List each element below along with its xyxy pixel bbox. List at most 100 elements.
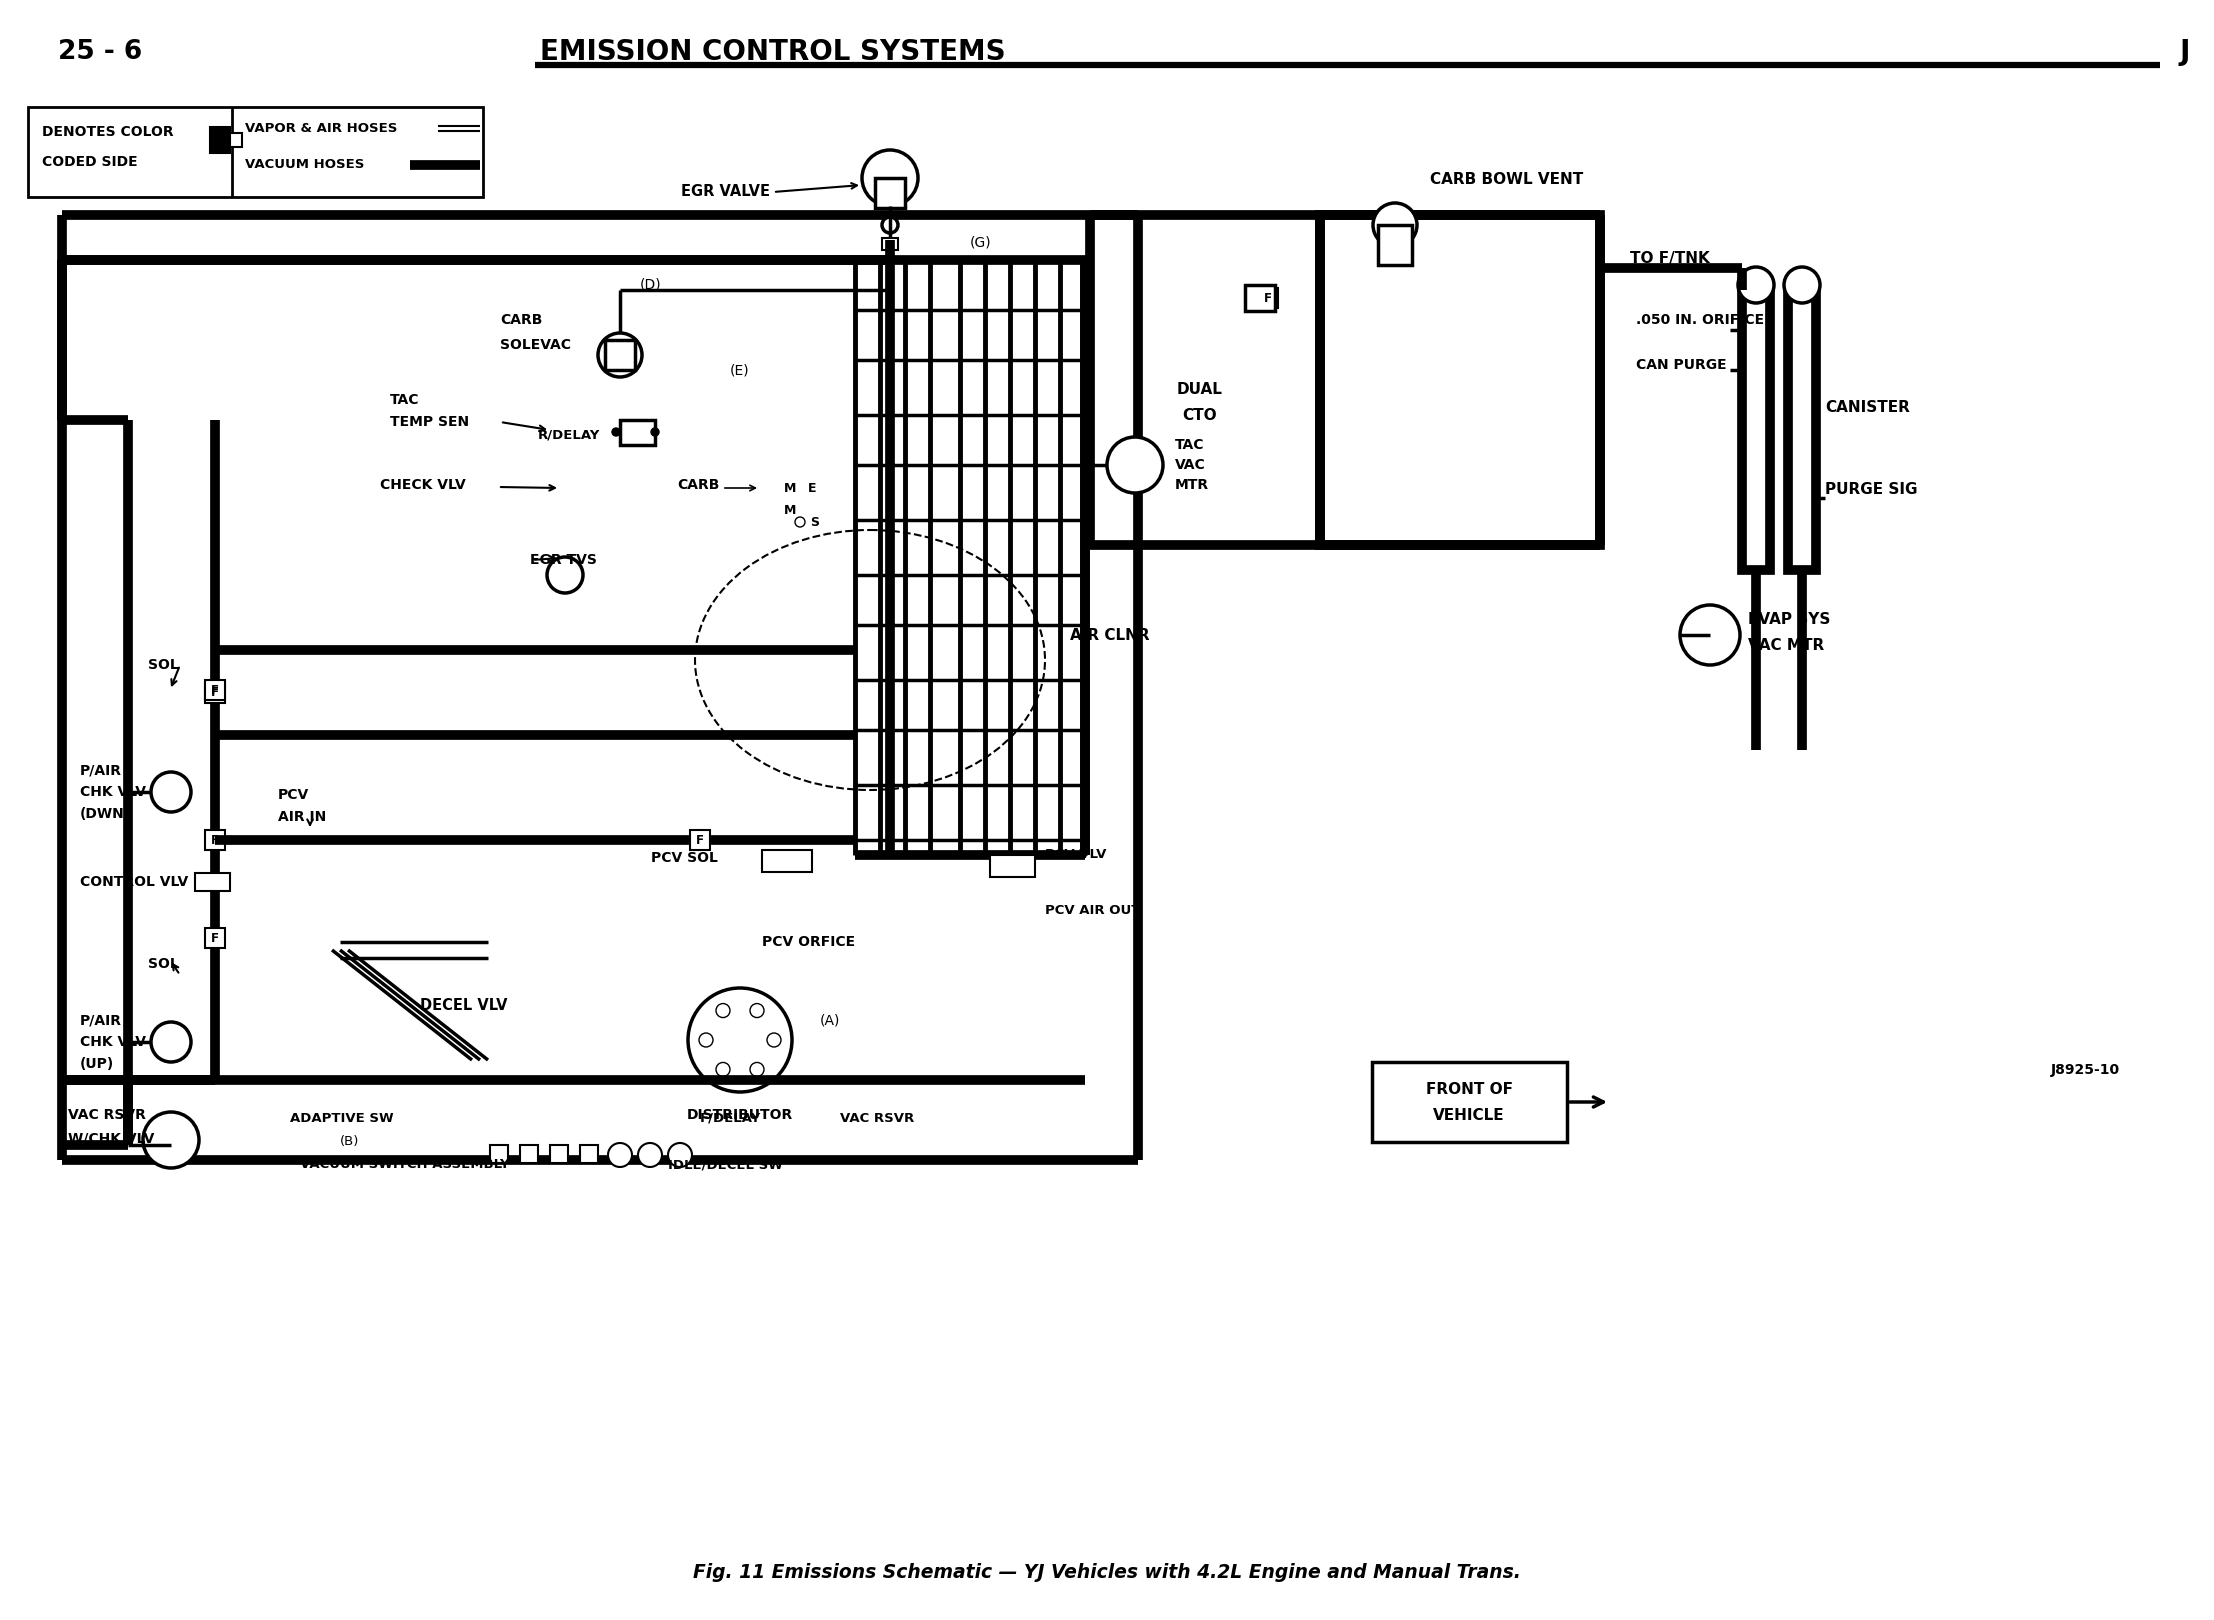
Text: CODED SIDE: CODED SIDE xyxy=(42,156,137,168)
Text: TAC: TAC xyxy=(1176,437,1204,452)
Text: .050 IN. ORIFICE: .050 IN. ORIFICE xyxy=(1636,313,1765,327)
Bar xyxy=(549,1145,569,1163)
Text: F: F xyxy=(695,834,704,847)
Text: CHK VLV: CHK VLV xyxy=(80,1035,146,1050)
Bar xyxy=(1320,215,1601,544)
Circle shape xyxy=(766,1034,782,1047)
Circle shape xyxy=(1784,267,1820,303)
Text: F: F xyxy=(210,931,219,944)
Circle shape xyxy=(751,1063,764,1076)
Text: TEMP SEN: TEMP SEN xyxy=(390,415,469,429)
Text: EGR TVS: EGR TVS xyxy=(529,552,598,567)
Text: CTO: CTO xyxy=(1182,408,1218,423)
Text: W/CHK VLV: W/CHK VLV xyxy=(69,1131,155,1145)
Circle shape xyxy=(609,1144,631,1166)
Bar xyxy=(206,829,226,851)
Text: AIR IN: AIR IN xyxy=(279,810,325,825)
Text: F: F xyxy=(1264,292,1273,305)
Bar xyxy=(520,1145,538,1163)
Bar xyxy=(1789,290,1815,570)
Text: PCV AIR OUT: PCV AIR OUT xyxy=(1045,904,1140,917)
Bar xyxy=(210,126,230,152)
Text: (D): (D) xyxy=(640,279,662,292)
Text: (A): (A) xyxy=(819,1012,841,1027)
Text: F: F xyxy=(210,684,219,697)
Bar xyxy=(691,829,711,851)
Text: VAC RSVR: VAC RSVR xyxy=(839,1111,914,1124)
Bar xyxy=(206,684,226,703)
Circle shape xyxy=(715,1063,731,1076)
Text: (G): (G) xyxy=(970,237,992,249)
Text: VACUUM HOSES: VACUUM HOSES xyxy=(246,159,365,172)
Text: VAPOR & AIR HOSES: VAPOR & AIR HOSES xyxy=(246,122,396,134)
Bar xyxy=(875,178,906,207)
Circle shape xyxy=(689,988,793,1092)
Text: E: E xyxy=(808,481,817,494)
Text: (DWN): (DWN) xyxy=(80,807,131,821)
Circle shape xyxy=(598,334,642,377)
Text: CAN PURGE: CAN PURGE xyxy=(1636,358,1727,373)
Circle shape xyxy=(881,217,899,233)
Bar xyxy=(604,340,635,369)
Bar xyxy=(1244,285,1275,311)
Bar xyxy=(29,107,483,198)
Text: M: M xyxy=(784,504,797,517)
Text: VAC RSVR: VAC RSVR xyxy=(69,1108,146,1123)
Text: CHECK VLV: CHECK VLV xyxy=(381,478,465,492)
Circle shape xyxy=(651,428,660,436)
Bar xyxy=(580,1145,598,1163)
Text: (B): (B) xyxy=(341,1136,359,1149)
Text: PCV VLV: PCV VLV xyxy=(1045,849,1107,862)
Bar xyxy=(206,928,226,948)
Circle shape xyxy=(669,1144,693,1166)
Text: CARB: CARB xyxy=(500,313,542,327)
Text: P/AIR: P/AIR xyxy=(80,763,122,778)
Circle shape xyxy=(547,557,582,593)
Text: EMISSION CONTROL SYSTEMS: EMISSION CONTROL SYSTEMS xyxy=(540,37,1005,66)
Text: CARB BOWL VENT: CARB BOWL VENT xyxy=(1430,172,1583,188)
Text: AIR CLNR: AIR CLNR xyxy=(1069,627,1149,643)
Text: CONTROL VLV: CONTROL VLV xyxy=(80,875,188,889)
Text: 25 - 6: 25 - 6 xyxy=(58,39,142,65)
Circle shape xyxy=(151,1022,190,1063)
Text: PCV SOL: PCV SOL xyxy=(651,850,717,865)
Bar xyxy=(990,855,1034,876)
Bar xyxy=(620,420,655,446)
Bar xyxy=(1373,1063,1568,1142)
Circle shape xyxy=(144,1111,199,1168)
Bar xyxy=(881,238,899,249)
Text: P/AIR: P/AIR xyxy=(80,1012,122,1027)
Bar xyxy=(762,850,813,872)
Text: IDLE/DECEL SW: IDLE/DECEL SW xyxy=(669,1158,784,1171)
Text: PURGE SIG: PURGE SIG xyxy=(1824,483,1917,497)
Text: PCV ORFICE: PCV ORFICE xyxy=(762,935,855,949)
Text: SOL: SOL xyxy=(148,658,179,672)
Bar xyxy=(1742,290,1769,570)
Text: VAC MTR: VAC MTR xyxy=(1749,638,1824,653)
Text: S: S xyxy=(810,515,819,528)
Text: R/DELAY: R/DELAY xyxy=(538,429,600,442)
Text: EGR VALVE: EGR VALVE xyxy=(682,185,770,199)
Circle shape xyxy=(715,1003,731,1017)
Text: TAC: TAC xyxy=(390,394,418,407)
Bar xyxy=(489,1145,507,1163)
Bar xyxy=(1258,288,1277,308)
Circle shape xyxy=(861,151,919,206)
Text: (E): (E) xyxy=(731,363,751,377)
Text: EVAP SYS: EVAP SYS xyxy=(1749,612,1831,627)
Circle shape xyxy=(795,517,806,526)
Text: DECEL VLV: DECEL VLV xyxy=(421,998,507,1012)
Text: J: J xyxy=(2179,37,2190,66)
Circle shape xyxy=(638,1144,662,1166)
Text: PCV: PCV xyxy=(279,787,310,802)
Text: F: F xyxy=(210,687,219,700)
Text: VACUUM SWITCH ASSEMBLY: VACUUM SWITCH ASSEMBLY xyxy=(301,1158,509,1171)
Text: SOLEVAC: SOLEVAC xyxy=(500,339,571,352)
Text: F/DELAY: F/DELAY xyxy=(700,1111,762,1124)
Circle shape xyxy=(700,1034,713,1047)
Bar xyxy=(230,133,241,147)
Circle shape xyxy=(151,773,190,812)
Circle shape xyxy=(1107,437,1162,492)
Bar xyxy=(195,873,230,891)
Text: CARB: CARB xyxy=(677,478,720,492)
